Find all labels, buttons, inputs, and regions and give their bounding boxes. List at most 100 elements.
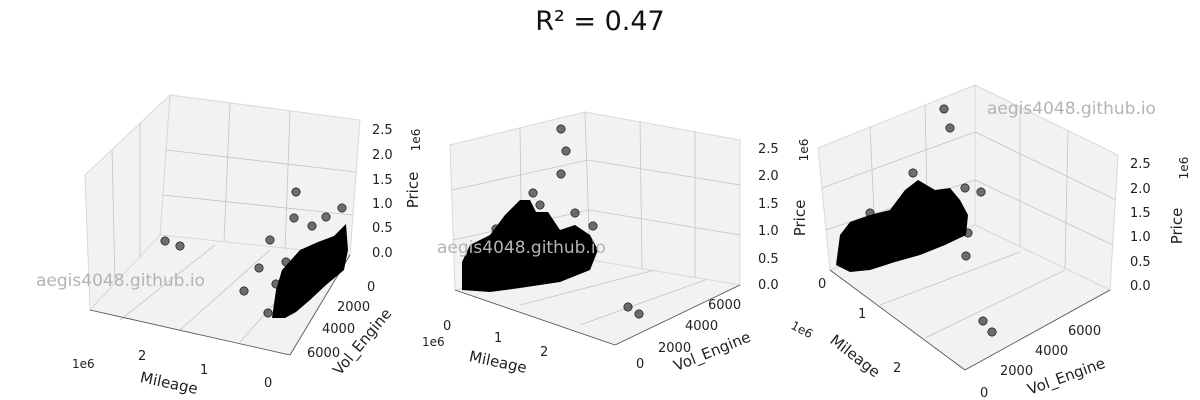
panel-1-z-tick: 2.5	[372, 123, 393, 138]
panel-1-cluster	[263, 224, 348, 318]
panel-2-dense-cluster	[462, 200, 598, 292]
panel-1-point	[263, 308, 273, 318]
panel-2-z-tick: 2.5	[758, 142, 779, 157]
panel-1-point	[254, 263, 264, 273]
panel-2-point	[556, 124, 566, 134]
panel-3-x-ticks: 0 1 2	[818, 277, 901, 376]
panel-1-z-offset: 1e6	[409, 129, 423, 152]
panel-2-y-ticks: 0 2000 4000 6000	[636, 298, 741, 372]
figure-title: R² = 0.47	[535, 6, 665, 37]
panel-1-y-tick: 4000	[322, 322, 355, 337]
panel-1-point	[265, 235, 275, 245]
panel-2-z-tick: 0.5	[758, 252, 779, 267]
panel-2-z-ticks: 0.0 0.5 1.0 1.5 2.0 2.5	[758, 142, 779, 293]
panel-1-x-tick: 1	[200, 363, 208, 378]
panel-3-x-tick: 1	[858, 307, 866, 322]
panel-1-point	[307, 221, 317, 231]
panel-3-point	[963, 228, 973, 238]
panel-2-cluster	[462, 124, 644, 319]
panel-1-y-label: Vol_Engine	[329, 305, 396, 380]
panel-2-point	[535, 200, 545, 210]
panel-1-x-tick: 0	[264, 376, 272, 391]
panel-2-z-label: Price	[791, 200, 809, 237]
panel-2-x-tick: 2	[540, 345, 548, 360]
panel-1-z-label: Price	[404, 172, 422, 209]
panel-3-z-label: Price	[1168, 208, 1186, 245]
panel-3-y-tick: 2000	[1000, 364, 1033, 379]
panel-1-z-tick: 1.5	[372, 173, 393, 188]
panel-3-x-label: Mileage	[827, 331, 884, 381]
panel-1-x-ticks: 2 1 0	[138, 349, 272, 391]
panel-1-point	[160, 236, 170, 246]
panel-3-point	[976, 187, 986, 197]
panel-3-point	[961, 251, 971, 261]
panel-1-y-tick: 2000	[337, 300, 370, 315]
panel-2-point	[491, 224, 501, 234]
panel-2-point	[634, 309, 644, 319]
panel-3-y-tick: 6000	[1068, 324, 1101, 339]
panel-1-point	[239, 286, 249, 296]
panel-2-y-tick: 4000	[685, 319, 718, 334]
panel-3-y-tick: 4000	[1035, 344, 1068, 359]
panel-1-x-label: Mileage	[139, 368, 200, 398]
panel-1-x-offset: 1e6	[72, 357, 95, 371]
panel-1-y-tick: 6000	[307, 346, 340, 361]
panel-1-point	[175, 241, 185, 251]
panel-3: 0.0 0.5 1.0 1.5 2.0 2.5 1e6 Price 0 2000…	[789, 84, 1191, 400]
panel-2-x-tick: 0	[443, 319, 451, 334]
panel-1-points	[160, 187, 347, 317]
panel-3-z-offset: 1e6	[1177, 157, 1191, 180]
panel-2-point	[623, 302, 633, 312]
panel-1-z-tick: 0.0	[372, 246, 393, 261]
panel-1-point	[281, 257, 291, 267]
panel-2-point	[528, 188, 538, 198]
panel-2-point	[479, 239, 489, 249]
panel-2-z-tick: 1.5	[758, 197, 779, 212]
panel-3-x-offset: 1e6	[789, 318, 816, 341]
panel-2-y-tick: 2000	[658, 341, 691, 356]
panel-3-point	[960, 183, 970, 193]
panel-3-z-tick: 0.5	[1130, 255, 1151, 270]
panel-3-y-tick: 0	[980, 386, 988, 400]
panel-3-point	[945, 123, 955, 133]
panel-3-z-tick: 1.5	[1130, 206, 1151, 221]
panel-3-y-ticks: 0 2000 4000 6000	[980, 324, 1101, 400]
panel-3-watermark: aegis4048.github.io	[987, 99, 1156, 119]
panel-3-z-tick: 2.0	[1130, 182, 1151, 197]
panel-1-point	[295, 253, 305, 263]
panel-2-z-tick: 1.0	[758, 224, 779, 239]
panel-2: 0.0 0.5 1.0 1.5 2.0 2.5 1e6 Price 0 2000…	[422, 111, 811, 377]
panel-3-point	[908, 168, 918, 178]
panel-3-z-tick: 0.0	[1130, 279, 1151, 294]
panel-2-watermark: aegis4048.github.io	[437, 238, 606, 258]
panel-1-point	[289, 213, 299, 223]
panel-3-cluster	[836, 104, 997, 337]
panel-2-z-tick: 0.0	[758, 278, 779, 293]
panel-1-y-tick: 0	[367, 280, 375, 295]
panel-3-point	[939, 104, 949, 114]
panel-2-x-tick: 1	[494, 331, 502, 346]
panel-3-dense-cluster	[836, 180, 968, 272]
panel-3-point	[987, 327, 997, 337]
panel-2-x-label: Mileage	[468, 347, 529, 377]
panel-2-point	[561, 146, 571, 156]
panel-1-y-ticks: 0 2000 4000 6000	[307, 280, 375, 361]
panel-1-back-pane	[159, 94, 361, 256]
panel-1-z-tick: 1.0	[372, 197, 393, 212]
panel-2-z-tick: 2.0	[758, 169, 779, 184]
panel-2-z-offset: 1e6	[797, 139, 811, 162]
panel-1-point	[337, 203, 347, 213]
panel-3-y-label: Vol_Engine	[1025, 354, 1108, 400]
panel-3-point	[865, 208, 875, 218]
panel-3-z-tick: 2.5	[1130, 157, 1151, 172]
panel-1-point	[325, 240, 335, 250]
panel-1-x-tick: 2	[138, 349, 146, 364]
panel-3-point	[978, 316, 988, 326]
panel-2-y-tick: 0	[636, 357, 644, 372]
panel-2-point	[588, 221, 598, 231]
panel-3-x-tick: 0	[818, 277, 826, 292]
panel-3-z-tick: 1.0	[1130, 230, 1151, 245]
panel-1-point	[271, 279, 281, 289]
panel-1: 0.0 0.5 1.0 1.5 2.0 2.5 1e6 Price 0 2000…	[36, 93, 423, 398]
